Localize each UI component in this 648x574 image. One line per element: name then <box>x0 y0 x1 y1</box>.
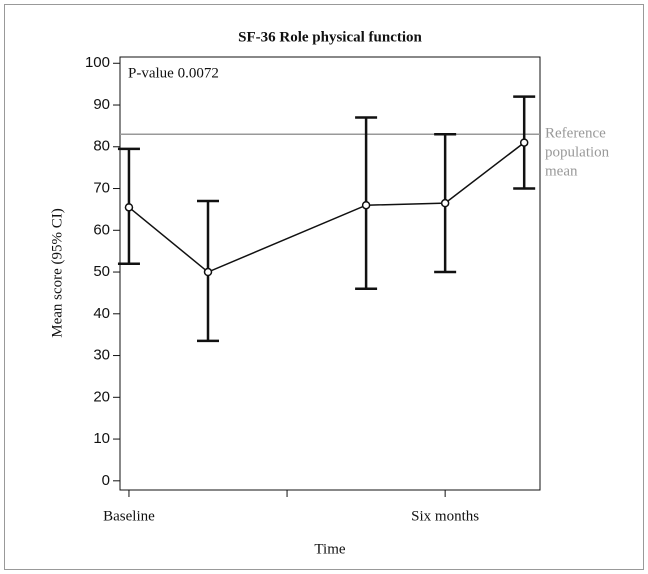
x-tick-label: Six months <box>411 508 479 524</box>
x-tick-label: Baseline <box>103 508 155 524</box>
y-tick-label: 80 <box>93 138 110 155</box>
x-axis-label: Time <box>314 541 345 557</box>
y-tick-label: 10 <box>93 430 110 447</box>
point <box>440 198 450 208</box>
reference-label: population <box>545 145 610 161</box>
y-axis-label: Mean score (95% CI) <box>49 208 65 338</box>
reference-label: mean <box>545 164 578 180</box>
point <box>124 203 134 212</box>
chart-title: SF-36 Role physical function <box>238 29 422 45</box>
plot-frame <box>119 56 541 491</box>
reference-label: Reference <box>545 126 606 142</box>
line <box>128 142 525 273</box>
y-tick-label: 0 <box>102 472 110 489</box>
y-tick-label: 40 <box>93 305 110 322</box>
y-tick-label: 70 <box>93 179 110 196</box>
point <box>361 200 371 210</box>
point <box>519 138 529 147</box>
y-tick-label: 100 <box>85 54 110 71</box>
y-tick-label: 50 <box>93 263 110 280</box>
annotation: P-value 0.0072 <box>128 65 219 81</box>
figure-frame <box>4 4 644 570</box>
y-tick-label: 60 <box>93 221 110 238</box>
y-tick-label: 20 <box>93 388 110 405</box>
y-tick-label: 30 <box>93 347 110 364</box>
point <box>203 267 213 277</box>
y-tick-label: 90 <box>93 96 110 113</box>
